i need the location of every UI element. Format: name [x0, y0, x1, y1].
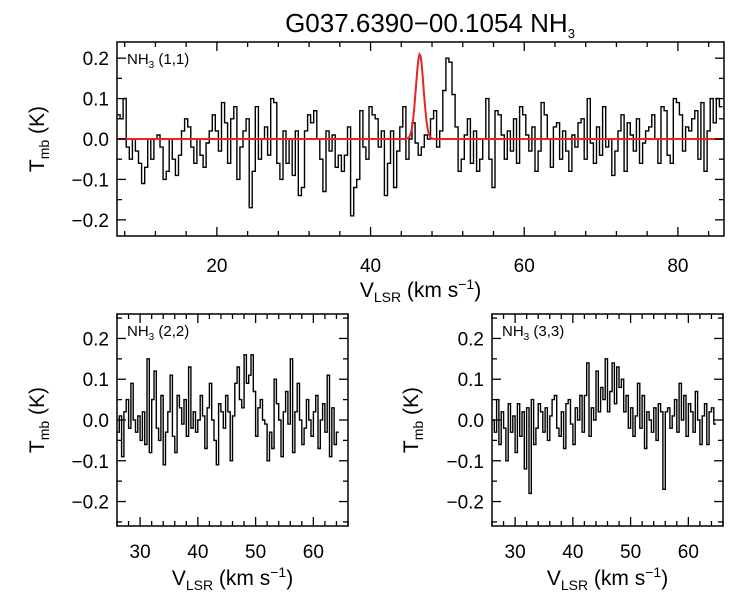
spectrum-line-p33 [492, 358, 717, 495]
y-tick-label-p33: −0.2 [446, 493, 484, 514]
x-tick-label-p22: 60 [303, 542, 324, 563]
y-tick-label-p22: 0.1 [83, 370, 109, 391]
x-tick-label-p11: 60 [514, 256, 535, 277]
figure-title: G037.6390−00.1054 NH3 [285, 8, 575, 41]
panel-p22: 30 40 50 60 −0.2 −0.1 0.0 0.1 0.2 NH3 (2,2) VLSR (… [26, 313, 349, 593]
y-tick-label-p11: 0.0 [83, 130, 109, 151]
y-tick-label-p11: 0.2 [83, 49, 109, 70]
x-tick-label-p33: 40 [562, 542, 583, 563]
y-tick-label-p33: −0.1 [446, 452, 484, 473]
x-tick-label-p11: 20 [206, 256, 227, 277]
spectrum-line-p22 [117, 354, 339, 466]
panel-label-p33: NH3 (3,3) [502, 323, 564, 343]
y-axis-title-p33: Tmb (K) [400, 387, 426, 453]
y-tick-label-p11: −0.2 [71, 211, 109, 232]
y-tick-label-p33: 0.1 [458, 370, 484, 391]
x-tick-label-p33: 30 [505, 542, 526, 563]
y-axis-title-p11: Tmb (K) [26, 106, 52, 172]
y-tick-label-p11: −0.1 [71, 170, 109, 191]
panel-p11: 20 40 60 80 −0.2 −0.1 0.0 0.1 0.2 NH3 (1,1) VLSR (… [26, 41, 725, 305]
y-tick-label-p22: 0.0 [83, 411, 109, 432]
x-tick-label-p22: 40 [187, 542, 208, 563]
spectrum-line-p11 [117, 57, 723, 217]
y-tick-label-p33: 0.2 [458, 329, 484, 350]
fit-line-p11 [117, 51, 724, 140]
x-tick-label-p33: 60 [678, 542, 699, 563]
y-tick-label-p22: −0.1 [71, 452, 109, 473]
x-tick-label-p11: 80 [667, 256, 688, 277]
x-axis-title-p11: VLSR (km s−1) [360, 276, 481, 305]
panel-label-p22: NH3 (2,2) [127, 323, 189, 343]
x-tick-label-p11: 40 [360, 256, 381, 277]
y-axis-title-p22: Tmb (K) [26, 387, 52, 453]
panel-label-p11: NH3 (1,1) [127, 51, 189, 71]
y-tick-label-p22: −0.2 [71, 493, 109, 514]
y-tick-label-p33: 0.0 [458, 411, 484, 432]
x-axis-title-p33: VLSR (km s−1) [547, 564, 668, 593]
y-tick-label-p22: 0.2 [83, 329, 109, 350]
panel-p33: 30 40 50 60 −0.2 −0.1 0.0 0.1 0.2 NH3 (3,3) VLSR (… [400, 313, 724, 593]
x-tick-label-p22: 50 [245, 542, 266, 563]
x-tick-label-p33: 50 [620, 542, 641, 563]
x-tick-label-p22: 30 [130, 542, 151, 563]
y-tick-label-p11: 0.1 [83, 90, 109, 111]
x-axis-title-p22: VLSR (km s−1) [172, 564, 293, 593]
